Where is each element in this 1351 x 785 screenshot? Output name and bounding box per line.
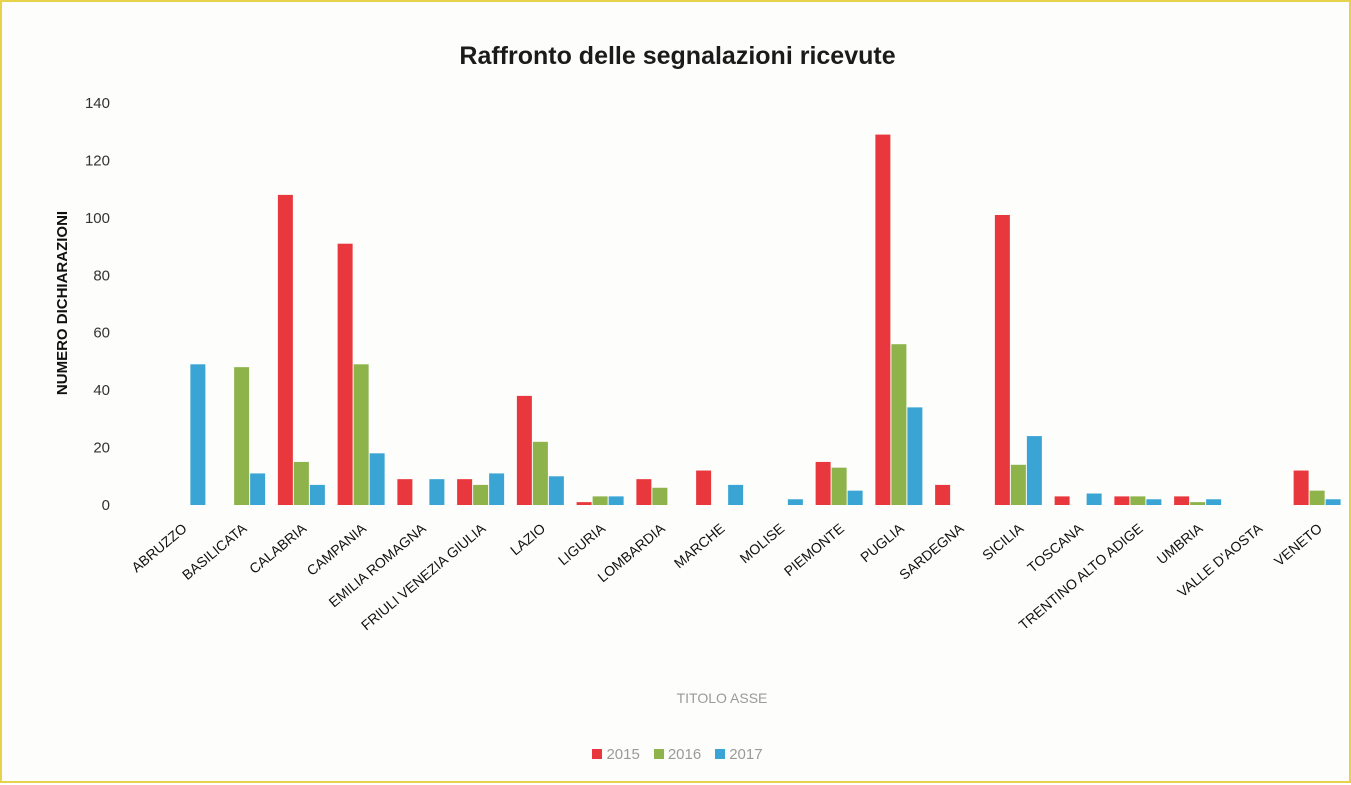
chart-title: Raffronto delle segnalazioni ricevute <box>459 42 896 70</box>
bar-2017 <box>1206 499 1222 505</box>
bar-2017 <box>489 473 505 505</box>
bar-2017 <box>250 473 266 505</box>
y-tick-label: 20 <box>93 440 110 457</box>
bar-2015 <box>576 502 592 505</box>
bar-2015 <box>337 243 353 505</box>
x-tick-label: CALABRIA <box>246 520 310 577</box>
y-tick-label: 120 <box>85 152 110 169</box>
x-tick-label: LAZIO <box>507 520 548 558</box>
bar-2016 <box>293 461 309 505</box>
y-tick-label: 60 <box>93 325 110 342</box>
bar-2015 <box>457 479 473 505</box>
legend-swatch <box>592 749 603 759</box>
bar-2016 <box>831 467 847 505</box>
bar-2015 <box>935 484 951 505</box>
bar-2015 <box>277 194 293 505</box>
x-tick-label: PUGLIA <box>857 520 907 566</box>
x-tick-label: TRENTINO ALTO ADIGE <box>1016 520 1146 633</box>
y-tick-label: 140 <box>85 95 110 112</box>
bar-2015 <box>1174 496 1190 505</box>
bar-2017 <box>1325 499 1341 505</box>
bar-2016 <box>1190 502 1206 505</box>
bar-2015 <box>516 395 532 505</box>
bar-2015 <box>636 479 652 505</box>
legend: 2015 2016 2017 <box>2 746 1351 763</box>
bar-2017 <box>907 407 923 505</box>
y-tick-label: 0 <box>102 497 110 514</box>
bar-2015 <box>994 214 1010 505</box>
bar-2015 <box>1293 470 1309 505</box>
x-tick-label: SARDEGNA <box>896 520 967 583</box>
bar-2016 <box>891 344 907 505</box>
bar-2016 <box>1309 490 1325 505</box>
bar-2017 <box>1146 499 1162 505</box>
x-tick-label: ABRUZZO <box>128 520 190 575</box>
bar-2016 <box>652 487 668 505</box>
bar-2017 <box>548 476 564 505</box>
x-tick-label: LIGURIA <box>555 520 609 569</box>
x-tick-label: VENETO <box>1271 520 1325 569</box>
bar-2016 <box>1010 464 1026 505</box>
x-tick-label: PIEMONTE <box>781 520 847 579</box>
bar-2015 <box>1114 496 1130 505</box>
legend-item: 2016 <box>653 746 702 763</box>
legend-label: 2015 <box>606 746 640 763</box>
bar-2015 <box>875 134 891 506</box>
x-tick-label: BASILICATA <box>179 520 250 583</box>
x-tick-label: MOLISE <box>736 520 787 566</box>
bar-2015 <box>1054 496 1070 505</box>
bar-2017 <box>1086 493 1102 505</box>
x-tick-label: EMILIA ROMAGNA <box>326 520 430 611</box>
bar-2015 <box>696 470 712 505</box>
y-axis-label: NUMERO DICHIARAZIONI <box>54 211 71 395</box>
y-tick-label: 100 <box>85 210 110 227</box>
bar-2017 <box>190 364 206 505</box>
legend-swatch <box>653 749 664 759</box>
bar-2017 <box>429 479 445 505</box>
legend-label: 2016 <box>667 746 702 763</box>
y-axis-ticks: 0 20 40 60 80 100 120 140 <box>85 95 110 514</box>
y-tick-label: 40 <box>93 382 110 399</box>
legend-item: 2015 <box>592 746 640 763</box>
bar-2017 <box>608 496 624 505</box>
bar-2016 <box>234 367 250 505</box>
bar-2017 <box>728 484 744 505</box>
bar-2017 <box>847 490 863 505</box>
x-tick-label: UMBRIA <box>1154 520 1207 568</box>
x-tick-label: TOSCANA <box>1024 520 1086 576</box>
bar-2017 <box>309 484 325 505</box>
bar-2017 <box>369 453 385 505</box>
legend-label: 2017 <box>729 746 763 763</box>
bar-2016 <box>473 484 489 505</box>
bars <box>190 134 1341 506</box>
x-tick-label: MARCHE <box>671 520 728 571</box>
bar-2016 <box>592 496 608 505</box>
bar-2017 <box>787 499 803 505</box>
legend-item: 2017 <box>715 746 763 763</box>
bar-2017 <box>1026 436 1042 505</box>
legend-swatch <box>715 749 726 759</box>
x-axis-label: TITOLO ASSE <box>676 690 768 706</box>
x-axis-ticks: ABRUZZOBASILICATACALABRIACAMPANIAEMILIA … <box>128 520 1325 634</box>
bar-2016 <box>353 364 369 505</box>
x-tick-label: SICILIA <box>979 520 1027 564</box>
bar-2015 <box>397 479 413 505</box>
y-tick-label: 80 <box>93 267 110 284</box>
bar-2015 <box>815 461 831 505</box>
bar-2016 <box>1130 496 1146 505</box>
bar-2016 <box>532 441 548 505</box>
